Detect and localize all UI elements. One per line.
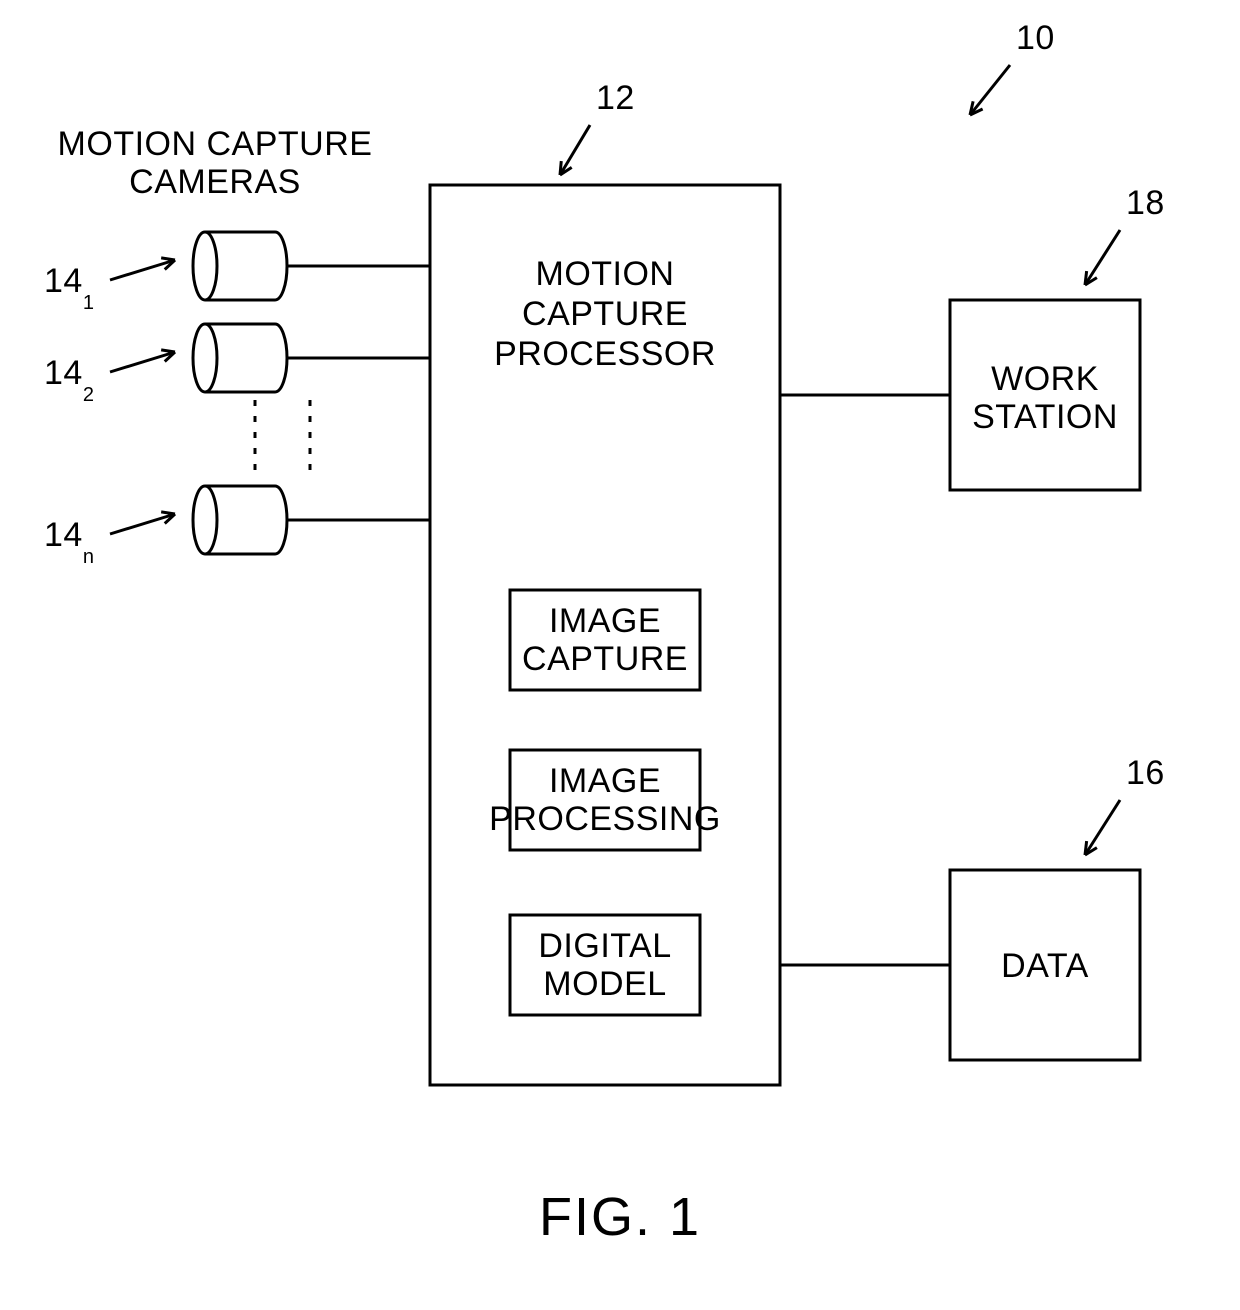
figure-caption: FIG. 1 — [539, 1187, 701, 1247]
ref-cam1: 141 — [44, 258, 175, 314]
svg-text:14n: 14n — [44, 516, 94, 568]
processor-title: MOTIONCAPTUREPROCESSOR — [494, 255, 716, 373]
svg-text:16: 16 — [1126, 754, 1165, 792]
svg-text:141: 141 — [44, 262, 94, 314]
svg-text:142: 142 — [44, 354, 94, 406]
ref-10: 10 — [970, 19, 1055, 115]
ref-16: 16 — [1085, 754, 1165, 855]
svg-text:12: 12 — [596, 79, 635, 117]
img-capture-label: IMAGECAPTURE — [522, 602, 688, 678]
ref-camN: 14n — [44, 512, 175, 568]
svg-text:10: 10 — [1016, 19, 1055, 57]
cameras-title: MOTION CAPTURECAMERAS — [58, 125, 373, 201]
ref-cam2: 142 — [44, 350, 175, 406]
camera-icon — [193, 486, 287, 554]
workstation-label: WORKSTATION — [972, 360, 1118, 436]
camera-icon — [193, 324, 287, 392]
svg-text:18: 18 — [1126, 184, 1165, 222]
data-label: DATA — [1001, 947, 1089, 985]
img-processing-label: IMAGEPROCESSING — [489, 762, 721, 838]
ref-18: 18 — [1085, 184, 1165, 285]
digital-model-label: DIGITALMODEL — [538, 927, 671, 1003]
camera-icon — [193, 232, 287, 300]
ref-12: 12 — [560, 79, 635, 175]
